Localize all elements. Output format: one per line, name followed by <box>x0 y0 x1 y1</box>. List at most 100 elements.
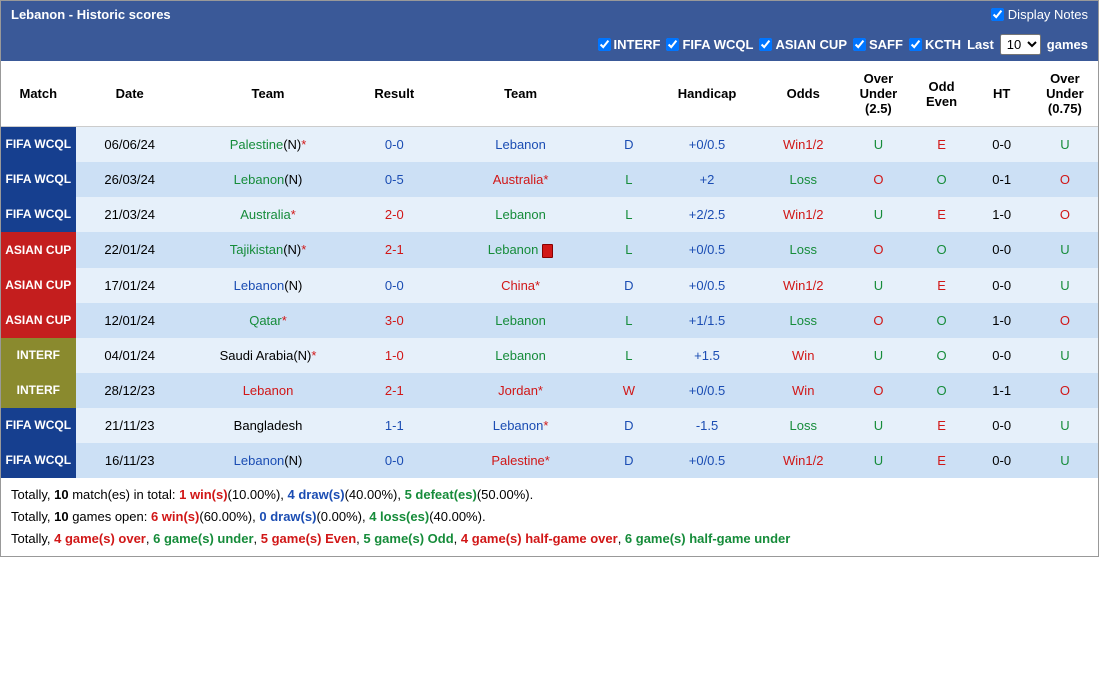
wdl-cell: D <box>605 443 653 478</box>
filter-kcth[interactable]: KCTH <box>909 37 961 52</box>
team2-cell: Lebanon <box>436 303 604 338</box>
overunder-cell: U <box>845 127 911 163</box>
ht-cell: 0-0 <box>972 127 1032 163</box>
column-header: HT <box>972 61 1032 127</box>
match-badge: FIFA WCQL <box>1 162 76 197</box>
team2-cell: Lebanon <box>436 127 604 163</box>
odds-cell: Loss <box>761 303 845 338</box>
overunder2-cell: U <box>1032 408 1098 443</box>
team2-cell: Lebanon* <box>436 408 604 443</box>
ht-cell: 1-0 <box>972 303 1032 338</box>
table-row[interactable]: INTERF04/01/24Saudi Arabia(N)*1-0Lebanon… <box>1 338 1098 373</box>
table-row[interactable]: INTERF28/12/23Lebanon2-1Jordan*W+0/0.5Wi… <box>1 373 1098 408</box>
oddeven-cell: O <box>911 373 971 408</box>
team2-cell: Lebanon <box>436 232 604 268</box>
result-cell: 0-0 <box>352 268 436 303</box>
overunder-cell: O <box>845 303 911 338</box>
filter-label: KCTH <box>925 37 961 52</box>
table-row[interactable]: FIFA WCQL21/11/23Bangladesh1-1Lebanon*D-… <box>1 408 1098 443</box>
oddeven-cell: E <box>911 127 971 163</box>
result-cell: 0-0 <box>352 127 436 163</box>
overunder-cell: U <box>845 338 911 373</box>
column-header: Team <box>436 61 604 127</box>
display-notes-toggle[interactable]: Display Notes <box>991 7 1088 22</box>
handicap-cell: +2 <box>653 162 761 197</box>
handicap-cell: +1.5 <box>653 338 761 373</box>
red-card-icon <box>542 244 553 258</box>
summary-block: Totally, 10 match(es) in total: 1 win(s)… <box>1 478 1098 556</box>
table-row[interactable]: ASIAN CUP12/01/24Qatar*3-0LebanonL+1/1.5… <box>1 303 1098 338</box>
column-header: Date <box>76 61 184 127</box>
filter-checkbox[interactable] <box>598 38 611 51</box>
last-games-select[interactable]: 10 <box>1000 34 1041 55</box>
column-header: Handicap <box>653 61 761 127</box>
team1-cell: Lebanon(N) <box>184 162 352 197</box>
last-label-pre: Last <box>967 37 994 52</box>
team2-cell: Jordan* <box>436 373 604 408</box>
team2-cell: Lebanon <box>436 197 604 232</box>
result-cell: 3-0 <box>352 303 436 338</box>
last-label-post: games <box>1047 37 1088 52</box>
filter-checkbox[interactable] <box>666 38 679 51</box>
date-cell: 22/01/24 <box>76 232 184 268</box>
scores-table: MatchDateTeamResultTeamHandicapOddsOver … <box>1 61 1098 478</box>
overunder-cell: U <box>845 408 911 443</box>
ht-cell: 0-0 <box>972 232 1032 268</box>
team1-cell: Lebanon(N) <box>184 268 352 303</box>
date-cell: 17/01/24 <box>76 268 184 303</box>
table-row[interactable]: FIFA WCQL26/03/24Lebanon(N)0-5Australia*… <box>1 162 1098 197</box>
table-row[interactable]: FIFA WCQL21/03/24Australia*2-0LebanonL+2… <box>1 197 1098 232</box>
team1-cell: Lebanon <box>184 373 352 408</box>
filter-label: SAFF <box>869 37 903 52</box>
filter-asian-cup[interactable]: ASIAN CUP <box>759 37 847 52</box>
result-cell: 1-1 <box>352 408 436 443</box>
match-badge: ASIAN CUP <box>1 268 76 303</box>
date-cell: 04/01/24 <box>76 338 184 373</box>
oddeven-cell: O <box>911 162 971 197</box>
match-badge: FIFA WCQL <box>1 408 76 443</box>
oddeven-cell: E <box>911 408 971 443</box>
team2-cell: Lebanon <box>436 338 604 373</box>
handicap-cell: +0/0.5 <box>653 127 761 163</box>
match-badge: ASIAN CUP <box>1 303 76 338</box>
team1-cell: Saudi Arabia(N)* <box>184 338 352 373</box>
table-row[interactable]: FIFA WCQL06/06/24Palestine(N)*0-0Lebanon… <box>1 127 1098 163</box>
wdl-cell: W <box>605 373 653 408</box>
team1-cell: Australia* <box>184 197 352 232</box>
filter-checkbox[interactable] <box>853 38 866 51</box>
table-row[interactable]: ASIAN CUP22/01/24Tajikistan(N)*2-1Lebano… <box>1 232 1098 268</box>
result-cell: 0-0 <box>352 443 436 478</box>
wdl-cell: D <box>605 127 653 163</box>
date-cell: 21/11/23 <box>76 408 184 443</box>
overunder2-cell: U <box>1032 338 1098 373</box>
table-body: FIFA WCQL06/06/24Palestine(N)*0-0Lebanon… <box>1 127 1098 478</box>
date-cell: 26/03/24 <box>76 162 184 197</box>
filter-checkbox[interactable] <box>759 38 772 51</box>
result-cell: 2-1 <box>352 373 436 408</box>
match-badge: FIFA WCQL <box>1 127 76 163</box>
panel-title: Lebanon - Historic scores <box>11 7 171 22</box>
filter-fifa-wcql[interactable]: FIFA WCQL <box>666 37 753 52</box>
filter-interf[interactable]: INTERF <box>598 37 661 52</box>
oddeven-cell: O <box>911 303 971 338</box>
table-row[interactable]: ASIAN CUP17/01/24Lebanon(N)0-0China*D+0/… <box>1 268 1098 303</box>
result-cell: 2-1 <box>352 232 436 268</box>
table-row[interactable]: FIFA WCQL16/11/23Lebanon(N)0-0Palestine*… <box>1 443 1098 478</box>
date-cell: 16/11/23 <box>76 443 184 478</box>
handicap-cell: +0/0.5 <box>653 443 761 478</box>
team1-cell: Qatar* <box>184 303 352 338</box>
display-notes-checkbox[interactable] <box>991 8 1004 21</box>
overunder2-cell: U <box>1032 268 1098 303</box>
filter-saff[interactable]: SAFF <box>853 37 903 52</box>
handicap-cell: +0/0.5 <box>653 268 761 303</box>
filter-checkbox[interactable] <box>909 38 922 51</box>
match-badge: INTERF <box>1 373 76 408</box>
summary-line-2: Totally, 10 games open: 6 win(s)(60.00%)… <box>11 506 1088 528</box>
summary-line-1: Totally, 10 match(es) in total: 1 win(s)… <box>11 484 1088 506</box>
oddeven-cell: E <box>911 443 971 478</box>
match-badge: INTERF <box>1 338 76 373</box>
result-cell: 2-0 <box>352 197 436 232</box>
team2-cell: China* <box>436 268 604 303</box>
odds-cell: Win1/2 <box>761 197 845 232</box>
ht-cell: 0-0 <box>972 408 1032 443</box>
